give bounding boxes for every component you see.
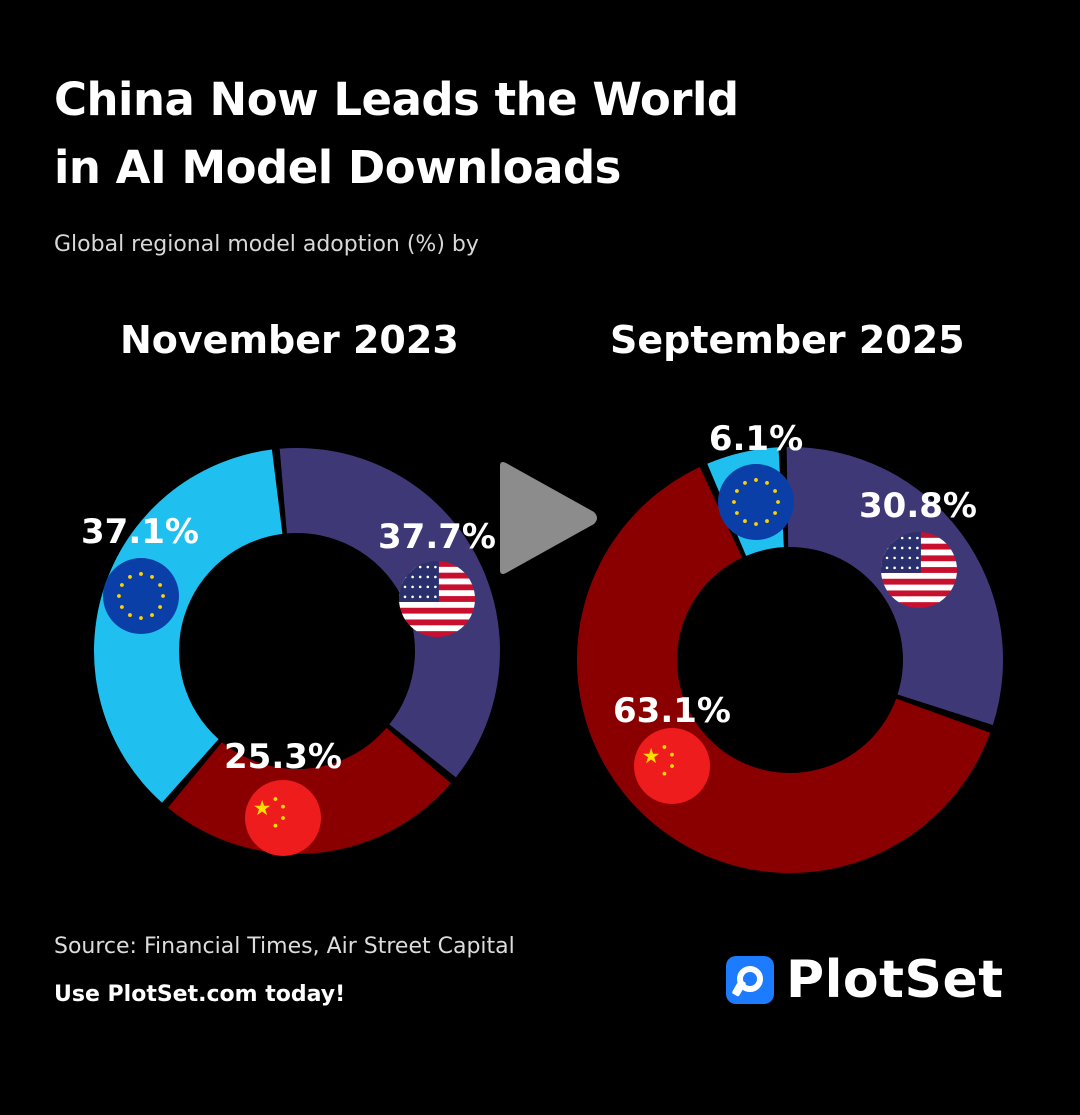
data-label: 63.1% xyxy=(613,691,731,731)
cta-link[interactable]: Use PlotSet.com today! xyxy=(54,982,346,1007)
china-flag-icon: ★ xyxy=(634,728,710,804)
svg-text:★: ★ xyxy=(642,744,661,768)
donut-2: ★ 30.8% 63.1% 6.1% xyxy=(577,419,1004,873)
slice-europe[interactable] xyxy=(93,449,283,803)
slice-united-states[interactable] xyxy=(279,448,500,778)
title-line-2: in AI Model Downloads xyxy=(54,141,621,194)
brand-name: PlotSet xyxy=(786,950,1004,1010)
eu-flag-icon xyxy=(718,464,794,540)
chart-title: China Now Leads the World in AI Model Do… xyxy=(54,66,814,202)
plotset-logo-icon xyxy=(726,956,774,1004)
chart-subtitle: Global regional model adoption (%) by xyxy=(54,232,479,257)
us-flag-icon xyxy=(881,532,957,608)
svg-text:★: ★ xyxy=(253,796,272,820)
data-label: 37.1% xyxy=(81,512,199,552)
play-icon[interactable] xyxy=(496,460,600,576)
data-label: 30.8% xyxy=(859,486,977,526)
us-flag-icon xyxy=(399,561,475,637)
data-label: 37.7% xyxy=(378,517,496,557)
china-flag-icon: ★ xyxy=(245,780,321,856)
eu-flag-icon xyxy=(103,558,179,634)
right-chart-title: September 2025 xyxy=(610,318,965,362)
data-label: 25.3% xyxy=(224,737,342,777)
donut-1: ★ 37.7% 25.3% 37.1% xyxy=(81,448,500,856)
brand-logo[interactable]: PlotSet xyxy=(726,948,1004,1012)
left-chart-title: November 2023 xyxy=(120,318,459,362)
data-label: 6.1% xyxy=(709,419,803,459)
source-note: Source: Financial Times, Air Street Capi… xyxy=(54,934,515,959)
title-line-1: China Now Leads the World xyxy=(54,73,739,126)
